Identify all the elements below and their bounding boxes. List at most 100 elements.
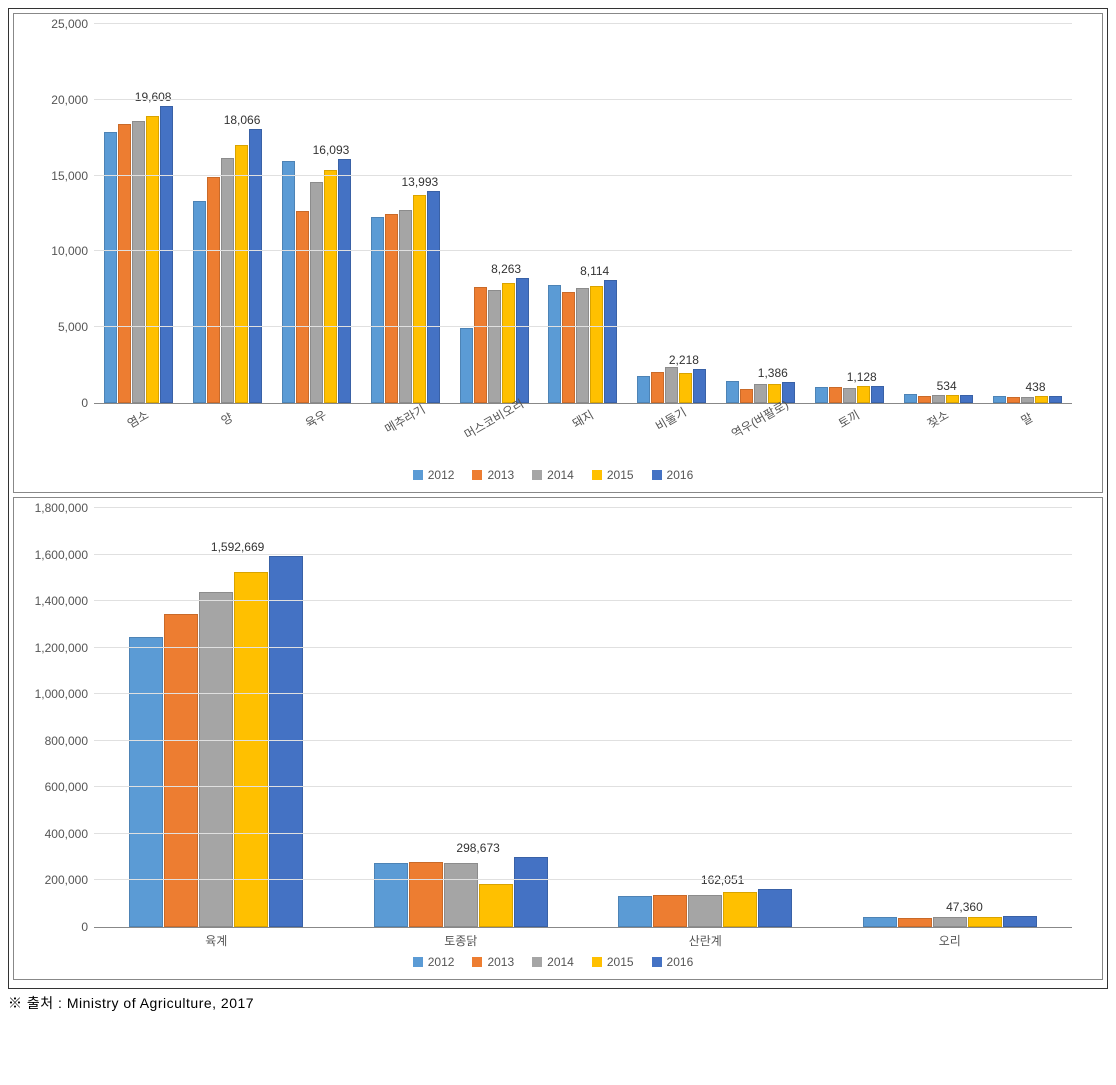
bar-2012 xyxy=(371,217,384,403)
bar-2016 xyxy=(427,191,440,403)
bar-group: 1,386 xyxy=(716,24,805,403)
bar-2014 xyxy=(933,917,967,927)
y-tick-label: 1,000,000 xyxy=(35,687,94,701)
legend-swatch xyxy=(472,470,482,480)
gridline xyxy=(94,647,1072,648)
bar-2013 xyxy=(118,124,131,403)
chart-1-xlabels: 염소양육우메추라기머스코비오리돼지비둘기역우(버팔로)토끼젖소말 xyxy=(94,404,1072,462)
bar-group: 298,673 xyxy=(339,508,584,927)
bar-2012 xyxy=(904,394,917,403)
legend-item: 2015 xyxy=(592,468,634,482)
bar-2012 xyxy=(618,896,652,927)
legend-label: 2012 xyxy=(428,955,455,969)
bar-value-label: 8,114 xyxy=(580,264,609,280)
bar-value-label: 16,093 xyxy=(313,143,350,159)
bar-2016 xyxy=(516,278,529,403)
legend-item: 2014 xyxy=(532,468,574,482)
y-tick-label: 1,600,000 xyxy=(35,548,94,562)
y-tick-label: 200,000 xyxy=(45,873,94,887)
bar-2012 xyxy=(993,396,1006,403)
bar-2013 xyxy=(740,389,753,403)
bar-2014 xyxy=(444,863,478,927)
bar-2014 xyxy=(665,367,678,403)
chart-2-legend: 20122013201420152016 xyxy=(24,955,1082,969)
y-tick-label: 0 xyxy=(81,396,94,410)
legend-item: 2012 xyxy=(413,955,455,969)
bar-2013 xyxy=(918,396,931,403)
legend-label: 2012 xyxy=(428,468,455,482)
chart-1: 19,608 18,066 16,093 13,993 8,263 8,114 2,218 1… xyxy=(13,13,1103,493)
bar-group: 2,218 xyxy=(627,24,716,403)
legend-label: 2015 xyxy=(607,468,634,482)
y-tick-label: 1,800,000 xyxy=(35,501,94,515)
bar-group: 8,114 xyxy=(539,24,628,403)
chart-2-bars: 1,592,669298,673162,05147,360 xyxy=(94,508,1072,927)
gridline xyxy=(94,23,1072,24)
legend-label: 2013 xyxy=(487,955,514,969)
bar-value-label: 1,128 xyxy=(847,370,877,386)
chart-1-bars: 19,608 18,066 16,093 13,993 8,263 8,114 2,218 1… xyxy=(94,24,1072,403)
gridline xyxy=(94,600,1072,601)
y-tick-label: 5,000 xyxy=(58,320,94,334)
bar-2015 xyxy=(479,884,513,927)
bar-group: 13,993 xyxy=(361,24,450,403)
bar-value-label: 18,066 xyxy=(224,113,261,129)
bar-2012 xyxy=(104,132,117,403)
bar-value-label: 8,263 xyxy=(491,262,521,278)
gridline xyxy=(94,99,1072,100)
bar-2016 xyxy=(1003,916,1037,927)
bar-2013 xyxy=(898,918,932,927)
bar-2016 xyxy=(160,106,173,403)
legend-swatch xyxy=(532,470,542,480)
bar-value-label: 13,993 xyxy=(402,175,439,191)
bar-group: 47,360 xyxy=(828,508,1073,927)
legend-swatch xyxy=(532,957,542,967)
bar-2013 xyxy=(409,862,443,927)
y-tick-label: 0 xyxy=(81,920,94,934)
bar-2012 xyxy=(726,381,739,403)
y-tick-label: 20,000 xyxy=(51,93,94,107)
bar-2016 xyxy=(758,889,792,927)
bar-2015 xyxy=(413,195,426,403)
bar-2014 xyxy=(576,288,589,403)
x-tick-label: 토종닭 xyxy=(339,928,584,949)
bar-2013 xyxy=(1007,397,1020,403)
legend-label: 2014 xyxy=(547,955,574,969)
legend-item: 2012 xyxy=(413,468,455,482)
legend-swatch xyxy=(413,957,423,967)
legend-item: 2013 xyxy=(472,468,514,482)
source-citation: ※ 출처 : Ministry of Agriculture, 2017 xyxy=(8,993,1108,1013)
bar-2012 xyxy=(460,328,473,403)
gridline xyxy=(94,786,1072,787)
figure-outer-border: 19,608 18,066 16,093 13,993 8,263 8,114 2,218 1… xyxy=(8,8,1108,989)
bar-2016 xyxy=(269,556,303,927)
bar-group: 16,093 xyxy=(272,24,361,403)
x-tick-label: 오리 xyxy=(828,928,1073,949)
bar-value-label: 534 xyxy=(937,379,957,395)
gridline xyxy=(94,554,1072,555)
bar-2015 xyxy=(968,917,1002,927)
bar-value-label: 298,673 xyxy=(456,841,499,857)
bar-2013 xyxy=(385,214,398,403)
y-tick-label: 1,200,000 xyxy=(35,641,94,655)
chart-2: 1,592,669298,673162,05147,360 0200,00040… xyxy=(13,497,1103,980)
bar-2013 xyxy=(653,895,687,927)
bar-2013 xyxy=(562,292,575,403)
bar-2014 xyxy=(688,895,722,927)
y-tick-label: 10,000 xyxy=(51,244,94,258)
bar-value-label: 1,386 xyxy=(758,366,788,382)
legend-item: 2013 xyxy=(472,955,514,969)
y-tick-label: 15,000 xyxy=(51,169,94,183)
bar-2013 xyxy=(651,372,664,403)
bar-group: 19,608 xyxy=(94,24,183,403)
bar-2015 xyxy=(234,572,268,927)
chart-1-legend: 2012 2013 2014 2015 2016 xyxy=(24,468,1082,482)
gridline xyxy=(94,175,1072,176)
bar-2013 xyxy=(296,211,309,403)
y-tick-label: 1,400,000 xyxy=(35,594,94,608)
chart-2-xlabels: 육계토종닭산란계오리 xyxy=(94,928,1072,949)
x-tick-label: 육계 xyxy=(94,928,339,949)
legend-label: 2016 xyxy=(667,468,694,482)
y-tick-label: 800,000 xyxy=(45,734,94,748)
legend-item: 2016 xyxy=(652,468,694,482)
